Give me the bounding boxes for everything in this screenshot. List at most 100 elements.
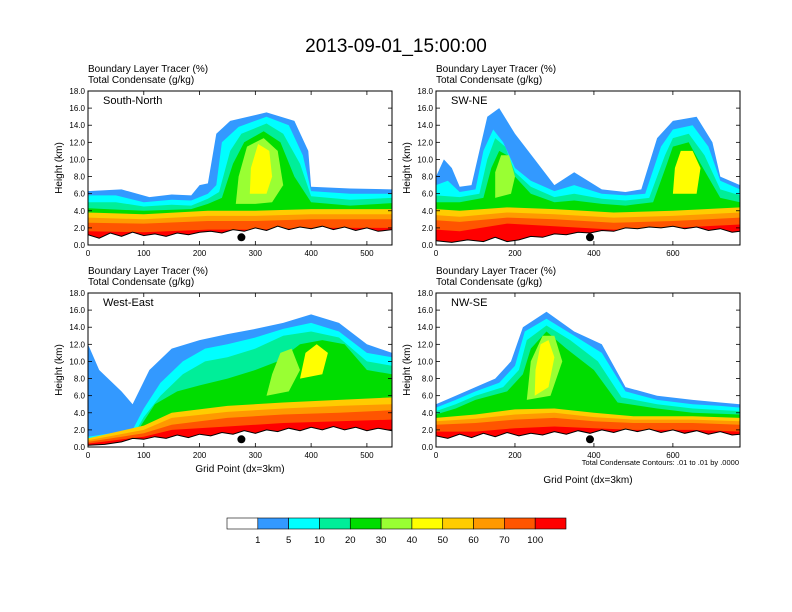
y-tick-label: 10.0 bbox=[69, 357, 85, 366]
plot-frame bbox=[87, 292, 393, 448]
colorbar-swatch bbox=[534, 517, 567, 530]
y-tick-label: 12.0 bbox=[417, 340, 433, 349]
y-tick-label: 2.0 bbox=[74, 224, 86, 233]
location-marker bbox=[585, 435, 594, 444]
x-tick-label: 300 bbox=[249, 249, 263, 258]
panel-4: 0.0 2.0 4.0 6.0 8.0 10.0 12.0 14.0 16.0 18.0 0 200 4… bbox=[402, 266, 741, 486]
terrain-line bbox=[436, 225, 740, 243]
contour-note: Total Condensate Contours: .01 to .01 by… bbox=[582, 458, 739, 467]
colorbar-label: 50 bbox=[437, 535, 448, 546]
terrain-line bbox=[88, 225, 392, 239]
y-tick-label: 14.0 bbox=[69, 121, 85, 130]
x-tick-label: 200 bbox=[193, 451, 207, 460]
y-tick-label: 16.0 bbox=[69, 306, 85, 315]
colorbar-swatch bbox=[473, 517, 505, 530]
subtitle-line-1: Boundary Layer Tracer (%) bbox=[88, 64, 208, 75]
location-marker bbox=[237, 435, 246, 444]
y-tick-label: 0.0 bbox=[74, 443, 86, 452]
location-marker bbox=[585, 233, 594, 242]
panel-2: 0.0 2.0 4.0 6.0 8.0 10.0 12.0 14.0 16.0 18.0 0 200 4… bbox=[402, 64, 741, 258]
panel-label: South-North bbox=[103, 95, 162, 107]
y-tick-label: 10.0 bbox=[417, 155, 433, 164]
contour-region-level-6 bbox=[672, 150, 701, 194]
colorbar-swatch bbox=[257, 517, 289, 530]
y-tick-label: 6.0 bbox=[74, 190, 86, 199]
y-tick-label: 12.0 bbox=[417, 138, 433, 147]
x-axis-label: Grid Point (dx=3km) bbox=[195, 464, 284, 475]
x-tick-label: 500 bbox=[360, 249, 374, 258]
colorbar-swatch bbox=[349, 517, 382, 530]
x-tick-label: 300 bbox=[249, 451, 263, 460]
x-tick-label: 0 bbox=[434, 249, 439, 258]
y-tick-label: 12.0 bbox=[69, 340, 85, 349]
y-tick-label: 6.0 bbox=[74, 392, 86, 401]
x-tick-label: 400 bbox=[304, 451, 318, 460]
y-tick-label: 18.0 bbox=[69, 87, 85, 96]
x-tick-label: 0 bbox=[86, 249, 91, 258]
colorbar-label: 60 bbox=[468, 535, 479, 546]
colorbar-label: 1 bbox=[255, 535, 260, 546]
y-tick-label: 10.0 bbox=[69, 155, 85, 164]
contour-region-level-5 bbox=[266, 348, 300, 396]
x-tick-label: 400 bbox=[587, 451, 601, 460]
plot-frame bbox=[87, 90, 393, 246]
plot-frame bbox=[435, 90, 741, 246]
x-tick-label: 600 bbox=[666, 451, 680, 460]
colorbar-label: 70 bbox=[499, 535, 510, 546]
subtitle-line-2: Total Condensate (g/kg) bbox=[88, 75, 194, 86]
y-tick-label: 0.0 bbox=[74, 241, 86, 250]
y-tick-label: 10.0 bbox=[417, 357, 433, 366]
colorbar-swatch bbox=[288, 517, 320, 530]
y-axis-label: Height (km) bbox=[402, 142, 413, 194]
y-tick-label: 0.0 bbox=[422, 241, 434, 250]
colorbar-label: 40 bbox=[407, 535, 418, 546]
x-tick-label: 200 bbox=[508, 451, 522, 460]
subtitle-line-2: Total Condensate (g/kg) bbox=[88, 277, 194, 288]
y-axis-label: Height (km) bbox=[54, 142, 65, 194]
y-axis-label: Height (km) bbox=[402, 344, 413, 396]
contour-region-level-5 bbox=[495, 155, 515, 198]
panel-1: 0.0 2.0 4.0 6.0 8.0 10.0 12.0 14.0 16.0 18.0 0 100 2… bbox=[54, 64, 393, 258]
contour-region-level-6 bbox=[300, 344, 328, 379]
x-axis-label: Grid Point (dx=3km) bbox=[543, 475, 632, 486]
panel-label: West-East bbox=[103, 297, 154, 309]
y-tick-label: 4.0 bbox=[74, 409, 86, 418]
panels: 0.0 2.0 4.0 6.0 8.0 10.0 12.0 14.0 16.0 18.0 0 100 2… bbox=[54, 64, 741, 486]
contour-region-level-6 bbox=[249, 144, 273, 194]
y-tick-label: 4.0 bbox=[74, 207, 86, 216]
x-tick-label: 600 bbox=[666, 249, 680, 258]
subtitle-line-2: Total Condensate (g/kg) bbox=[436, 75, 542, 86]
y-tick-label: 14.0 bbox=[417, 323, 433, 332]
y-tick-label: 2.0 bbox=[422, 224, 434, 233]
y-tick-label: 8.0 bbox=[74, 375, 86, 384]
figure-title: 2013-09-01_15:00:00 bbox=[305, 36, 487, 57]
colorbar-swatch bbox=[411, 517, 444, 530]
colorbar: 1 5 10 20 30 40 50 60 70 100 bbox=[226, 517, 567, 546]
contour-fills bbox=[88, 314, 392, 447]
x-tick-label: 100 bbox=[137, 451, 151, 460]
y-tick-label: 14.0 bbox=[69, 323, 85, 332]
y-tick-label: 18.0 bbox=[417, 87, 433, 96]
y-tick-label: 0.0 bbox=[422, 443, 434, 452]
location-marker bbox=[237, 233, 246, 242]
y-tick-label: 2.0 bbox=[422, 426, 434, 435]
y-tick-label: 8.0 bbox=[422, 375, 434, 384]
y-tick-label: 4.0 bbox=[422, 207, 434, 216]
y-tick-label: 14.0 bbox=[417, 121, 433, 130]
y-tick-label: 8.0 bbox=[422, 173, 434, 182]
x-tick-label: 400 bbox=[587, 249, 601, 258]
y-tick-label: 4.0 bbox=[422, 409, 434, 418]
x-tick-label: 200 bbox=[193, 249, 207, 258]
plot-frame bbox=[435, 292, 741, 448]
y-tick-label: 8.0 bbox=[74, 173, 86, 182]
colorbar-swatch bbox=[226, 517, 259, 530]
x-tick-label: 100 bbox=[137, 249, 151, 258]
x-tick-label: 400 bbox=[304, 249, 318, 258]
y-tick-label: 6.0 bbox=[422, 190, 434, 199]
colorbar-label: 10 bbox=[314, 535, 325, 546]
y-tick-label: 18.0 bbox=[417, 289, 433, 298]
y-tick-label: 12.0 bbox=[69, 138, 85, 147]
subtitle-line-1: Boundary Layer Tracer (%) bbox=[436, 266, 556, 277]
y-tick-label: 16.0 bbox=[417, 306, 433, 315]
